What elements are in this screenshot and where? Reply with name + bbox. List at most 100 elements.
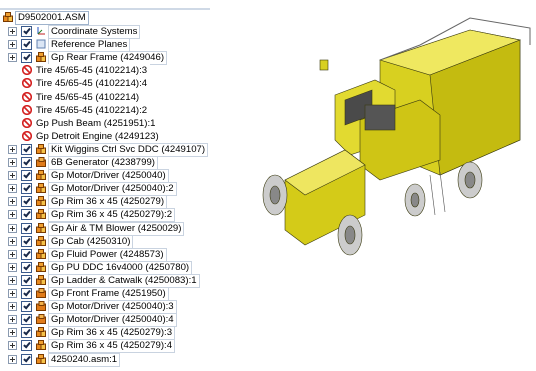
tree-row[interactable]: 4250240.asm:1 bbox=[0, 352, 260, 367]
icon-graphic bbox=[21, 117, 33, 128]
expand-toggle[interactable] bbox=[8, 184, 17, 194]
item-label: Gp Rim 36 x 45 (4250279) bbox=[48, 195, 168, 210]
tree-row[interactable]: Tire 45/65-45 (4102214):3 bbox=[0, 64, 260, 79]
item-label: Gp Rim 36 x 45 (4250279):4 bbox=[48, 339, 176, 354]
tree-row[interactable]: Gp Ladder & Catwalk (4250083):1 bbox=[0, 273, 260, 288]
icon-graphic bbox=[21, 91, 33, 102]
icon-graphic bbox=[36, 222, 46, 233]
expand-toggle[interactable] bbox=[8, 53, 17, 63]
expand-toggle[interactable] bbox=[8, 249, 17, 259]
expand-toggle[interactable] bbox=[8, 197, 17, 207]
icon-graphic bbox=[21, 65, 33, 76]
icon-part bbox=[36, 288, 46, 298]
expand-toggle[interactable] bbox=[8, 315, 17, 325]
visibility-checkbox[interactable] bbox=[21, 170, 32, 182]
tree-row[interactable]: Gp Air & TM Blower (4250029) bbox=[0, 221, 260, 236]
tree-row[interactable]: Kit Wiggins Ctrl Svc DDC (4249107) bbox=[0, 142, 260, 157]
tree-row[interactable]: Gp Motor/Driver (4250040) bbox=[0, 169, 260, 184]
icon-assembly bbox=[36, 209, 46, 220]
icon-graphic bbox=[36, 327, 46, 338]
tree-row[interactable]: Gp Rim 36 x 45 (4250279):2 bbox=[0, 208, 260, 223]
vehicle-model bbox=[262, 17, 531, 256]
tree-root[interactable]: D9502001.ASM bbox=[0, 11, 260, 25]
icon-part bbox=[36, 314, 46, 325]
expand-toggle[interactable] bbox=[8, 289, 17, 298]
visibility-checkbox[interactable] bbox=[21, 274, 32, 286]
expand-toggle[interactable] bbox=[8, 262, 17, 272]
visibility-checkbox[interactable] bbox=[21, 353, 32, 365]
tree-row[interactable]: Gp Motor/Driver (4250040):2 bbox=[0, 182, 260, 197]
tree-row[interactable]: Gp Fluid Power (4248573) bbox=[0, 247, 260, 262]
tree-row[interactable]: Gp Rim 36 x 45 (4250279):4 bbox=[0, 339, 260, 354]
visibility-checkbox[interactable] bbox=[21, 183, 32, 195]
visibility-checkbox[interactable] bbox=[21, 52, 32, 64]
visibility-checkbox[interactable] bbox=[21, 261, 32, 273]
visibility-checkbox[interactable] bbox=[21, 196, 32, 208]
expand-toggle[interactable] bbox=[8, 158, 17, 167]
tree-row[interactable]: Coordinate Systems bbox=[0, 25, 260, 39]
expand-toggle[interactable] bbox=[8, 171, 17, 181]
icon-coord bbox=[36, 26, 46, 36]
tree-row[interactable]: 6B Generator (4238799) bbox=[0, 156, 260, 170]
tree-row[interactable]: Gp PU DDC 16v4000 (4250780) bbox=[0, 260, 260, 275]
icon-graphic bbox=[36, 183, 46, 194]
icon-suppressed bbox=[21, 65, 33, 76]
icon-assembly bbox=[3, 12, 13, 22]
icon-graphic bbox=[36, 301, 46, 312]
expand-toggle[interactable] bbox=[8, 40, 17, 50]
item-label: Gp PU DDC 16v4000 (4250780) bbox=[48, 260, 193, 275]
tree-row[interactable]: Tire 45/65-45 (4102214):4 bbox=[0, 77, 260, 92]
visibility-checkbox[interactable] bbox=[21, 235, 32, 247]
expand-toggle[interactable] bbox=[8, 354, 17, 364]
expand-toggle[interactable] bbox=[8, 328, 17, 338]
item-label: Reference Planes bbox=[48, 38, 131, 53]
icon-suppressed bbox=[21, 91, 33, 102]
tree-row[interactable]: Gp Rim 36 x 45 (4250279) bbox=[0, 195, 260, 210]
item-label: Gp Rear Frame (4249046) bbox=[48, 51, 168, 66]
item-label: Gp Motor/Driver (4250040) bbox=[48, 169, 169, 184]
expand-toggle[interactable] bbox=[8, 144, 17, 154]
visibility-checkbox[interactable] bbox=[21, 222, 32, 234]
visibility-checkbox[interactable] bbox=[21, 143, 32, 155]
expand-toggle[interactable] bbox=[8, 341, 17, 351]
icon-graphic bbox=[36, 261, 46, 272]
visibility-checkbox[interactable] bbox=[21, 26, 32, 37]
tree-row[interactable]: Gp Motor/Driver (4250040):4 bbox=[0, 313, 260, 328]
icon-graphic bbox=[36, 39, 46, 49]
tree-row[interactable]: Tire 45/65-45 (4102214):2 bbox=[0, 103, 260, 118]
expand-toggle[interactable] bbox=[8, 236, 17, 246]
tree-row[interactable]: Gp Rim 36 x 45 (4250279):3 bbox=[0, 326, 260, 341]
item-label: Gp Rim 36 x 45 (4250279):3 bbox=[48, 326, 176, 341]
tree-row[interactable]: Reference Planes bbox=[0, 38, 260, 53]
visibility-checkbox[interactable] bbox=[21, 301, 32, 313]
icon-assembly bbox=[36, 170, 46, 181]
visibility-checkbox[interactable] bbox=[21, 314, 32, 326]
expand-toggle[interactable] bbox=[8, 223, 17, 233]
visibility-checkbox[interactable] bbox=[21, 340, 32, 352]
tree-row[interactable]: Gp Detroit Engine (4249123) bbox=[0, 129, 260, 144]
tree-row[interactable]: Gp Rear Frame (4249046) bbox=[0, 51, 260, 66]
icon-graphic bbox=[36, 314, 46, 325]
icon-graphic bbox=[36, 353, 46, 364]
root-label: D9502001.ASM bbox=[15, 11, 89, 25]
expand-toggle[interactable] bbox=[8, 27, 17, 36]
visibility-checkbox[interactable] bbox=[21, 248, 32, 260]
item-label: Gp Air & TM Blower (4250029) bbox=[48, 221, 185, 236]
visibility-checkbox[interactable] bbox=[21, 209, 32, 221]
item-label: Coordinate Systems bbox=[48, 25, 141, 39]
tree-row[interactable]: Gp Front Frame (4251950) bbox=[0, 287, 260, 301]
icon-assembly bbox=[36, 222, 46, 233]
item-label: Kit Wiggins Ctrl Svc DDC (4249107) bbox=[48, 142, 209, 157]
expand-toggle[interactable] bbox=[8, 302, 17, 312]
visibility-checkbox[interactable] bbox=[21, 288, 32, 299]
tree-row[interactable]: Gp Push Beam (4251951):1 bbox=[0, 116, 260, 131]
tree-row[interactable]: Tire 45/65-45 (4102214) bbox=[0, 90, 260, 105]
visibility-checkbox[interactable] bbox=[21, 157, 32, 168]
tree-row[interactable]: Gp Cab (4250310) bbox=[0, 234, 260, 249]
expand-toggle[interactable] bbox=[8, 275, 17, 285]
visibility-checkbox[interactable] bbox=[21, 327, 32, 339]
tree-row[interactable]: Gp Motor/Driver (4250040):3 bbox=[0, 300, 260, 315]
visibility-checkbox[interactable] bbox=[21, 39, 32, 51]
expand-toggle[interactable] bbox=[8, 210, 17, 220]
